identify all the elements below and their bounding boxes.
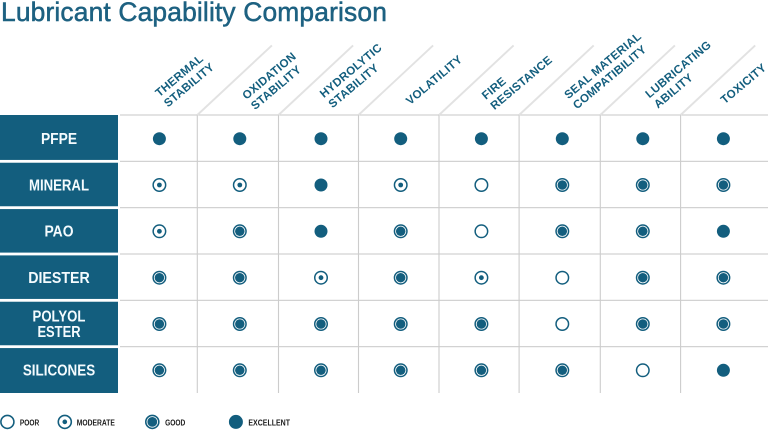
svg-text:TOXICITY: TOXICITY [718,61,768,106]
svg-text:MINERAL: MINERAL [29,177,89,194]
svg-text:POOR: POOR [20,418,39,427]
svg-text:MODERATE: MODERATE [77,418,116,427]
svg-text:PFPE: PFPE [41,131,77,148]
svg-text:Lubricant Capability Compariso: Lubricant Capability Comparison [1,0,387,27]
svg-text:GOOD: GOOD [165,418,185,427]
svg-text:POLYOL: POLYOL [33,309,86,326]
svg-text:EXCELLENT: EXCELLENT [248,418,290,427]
svg-text:SILICONES: SILICONES [23,363,95,380]
svg-text:PAO: PAO [44,224,73,241]
svg-text:ESTER: ESTER [37,324,80,341]
svg-text:DIESTER: DIESTER [28,270,90,287]
